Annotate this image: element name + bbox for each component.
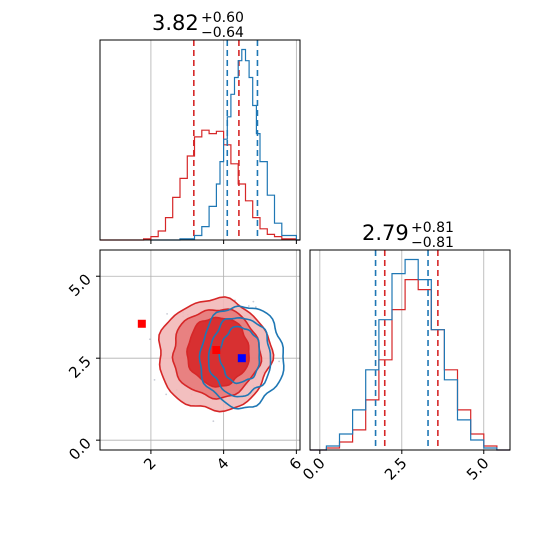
scatter-point (212, 420, 215, 423)
marginal-panel-2: 0.0 2.5 5.0 (299, 249, 511, 484)
scatter-point (247, 305, 250, 307)
marginal-title-2: 2.79 +0.81−0.81 (362, 220, 454, 251)
x-tick-label: 5.0 (463, 454, 493, 484)
x-tick-label: 0.0 (299, 454, 329, 484)
panel-frame (309, 249, 511, 451)
scatter-point (166, 312, 168, 315)
title-lower: −0.64 (201, 25, 244, 41)
marker (137, 319, 146, 328)
x-tick-label: 4 (213, 454, 232, 473)
panel-frame (99, 249, 301, 451)
y-tick-label: 5.0 (65, 270, 95, 300)
histogram-step-series (150, 48, 300, 241)
y-tick-label: 2.5 (65, 352, 95, 382)
scatter-point (165, 393, 168, 396)
title-value: 2.79 (362, 221, 409, 245)
marker (212, 346, 221, 354)
y-tick-label: 0.0 (65, 434, 95, 464)
histogram-step-series (100, 129, 300, 241)
blue-contour (218, 325, 261, 385)
histogram-step-series (310, 279, 510, 451)
scatter-point (254, 306, 257, 308)
joint-panel: 2 4 60.02.55.0 (65, 249, 305, 474)
x-tick-label: 2.5 (381, 454, 411, 484)
panel-frame (99, 39, 301, 241)
title-value: 3.82 (152, 11, 199, 35)
histogram-step-series (310, 258, 510, 451)
blue-contour (198, 305, 285, 410)
x-tick-label: 2 (140, 454, 159, 473)
blue-contour (207, 316, 272, 398)
marginal-panel-1 (99, 39, 301, 244)
scatter-point (153, 378, 156, 381)
joint-plot-area (100, 250, 300, 450)
title-upper: +0.60 (201, 10, 244, 26)
title-lower: −0.81 (411, 235, 454, 251)
marker (237, 354, 246, 363)
marginal-title-1: 3.82 +0.60−0.64 (152, 10, 244, 41)
scatter-point (252, 300, 255, 303)
scatter-point (278, 360, 281, 363)
scatter-point (148, 338, 151, 341)
title-upper: +0.81 (411, 220, 454, 236)
